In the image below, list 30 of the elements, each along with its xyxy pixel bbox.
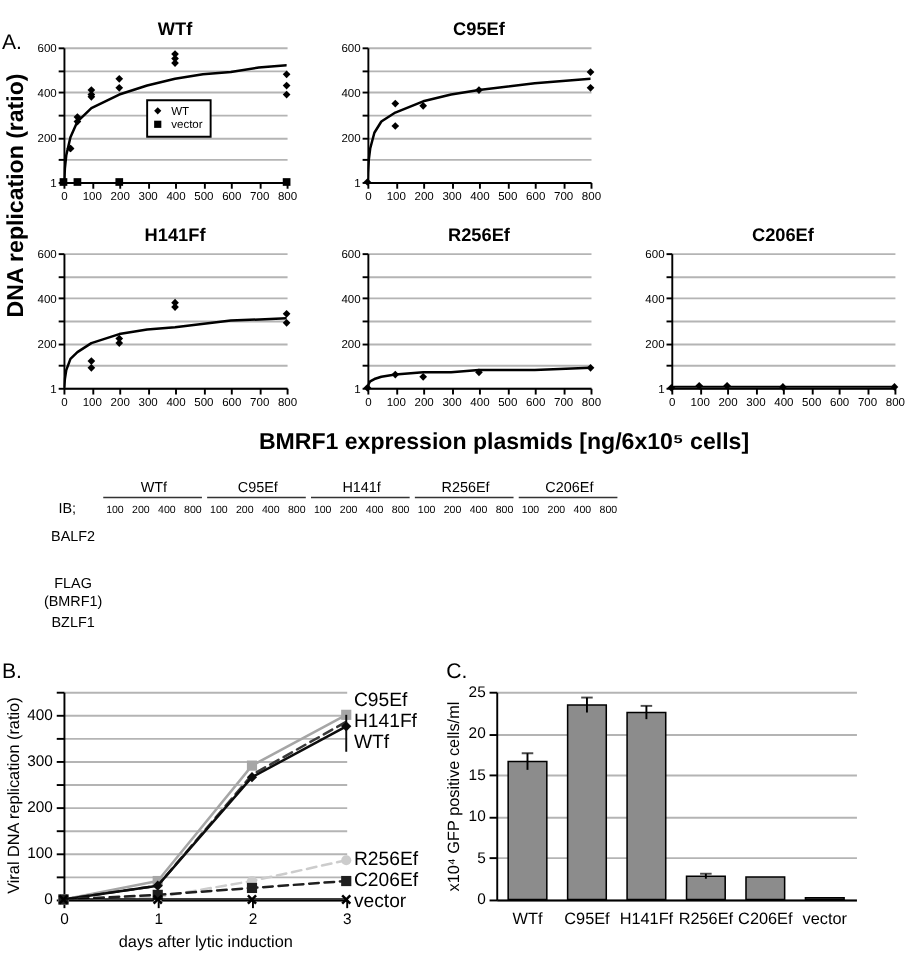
text: A.: [1, 31, 22, 56]
y-tick-label: 0: [477, 890, 486, 909]
y-axis-title: DNA replication (ratio): [5, 73, 30, 318]
chart-title: R256Ef: [448, 224, 512, 245]
x-tick-label: 3: [342, 909, 352, 928]
y-tick-label: 400: [27, 705, 53, 724]
y-tick-label: 20: [468, 724, 486, 743]
y-tick-label: 5: [477, 848, 486, 867]
y-tick-label: 100: [27, 844, 53, 863]
chart-title: C95Ef: [453, 18, 507, 39]
legend-label: vector: [353, 891, 408, 914]
series-label: C206Ef: [353, 870, 419, 893]
series-label: C95Ef: [353, 689, 409, 712]
x-axis-title: BMRF1 expression plasmids [ng/6x10⁵ cells]: [258, 431, 750, 456]
y-tick-label: 300: [27, 751, 53, 770]
x-tick-label: 2: [248, 909, 258, 928]
text: B.: [1, 660, 22, 685]
chart-title: WTf: [157, 18, 195, 39]
y-tick-label: 25: [468, 682, 486, 701]
y-tick-label: 10: [468, 807, 486, 826]
series-label: H141Ff: [353, 710, 418, 733]
chart-title: C206Ef: [751, 224, 816, 245]
x-tick-label: 1: [154, 909, 163, 928]
chart-title: H141Ff: [144, 224, 208, 245]
series-label: R256Ef: [353, 848, 419, 871]
y-tick-label: 200: [27, 797, 53, 816]
series-label: WTf: [353, 731, 390, 754]
y-tick-label: 0: [44, 890, 53, 909]
text: C.: [446, 660, 468, 685]
y-tick-label: 15: [468, 765, 486, 784]
